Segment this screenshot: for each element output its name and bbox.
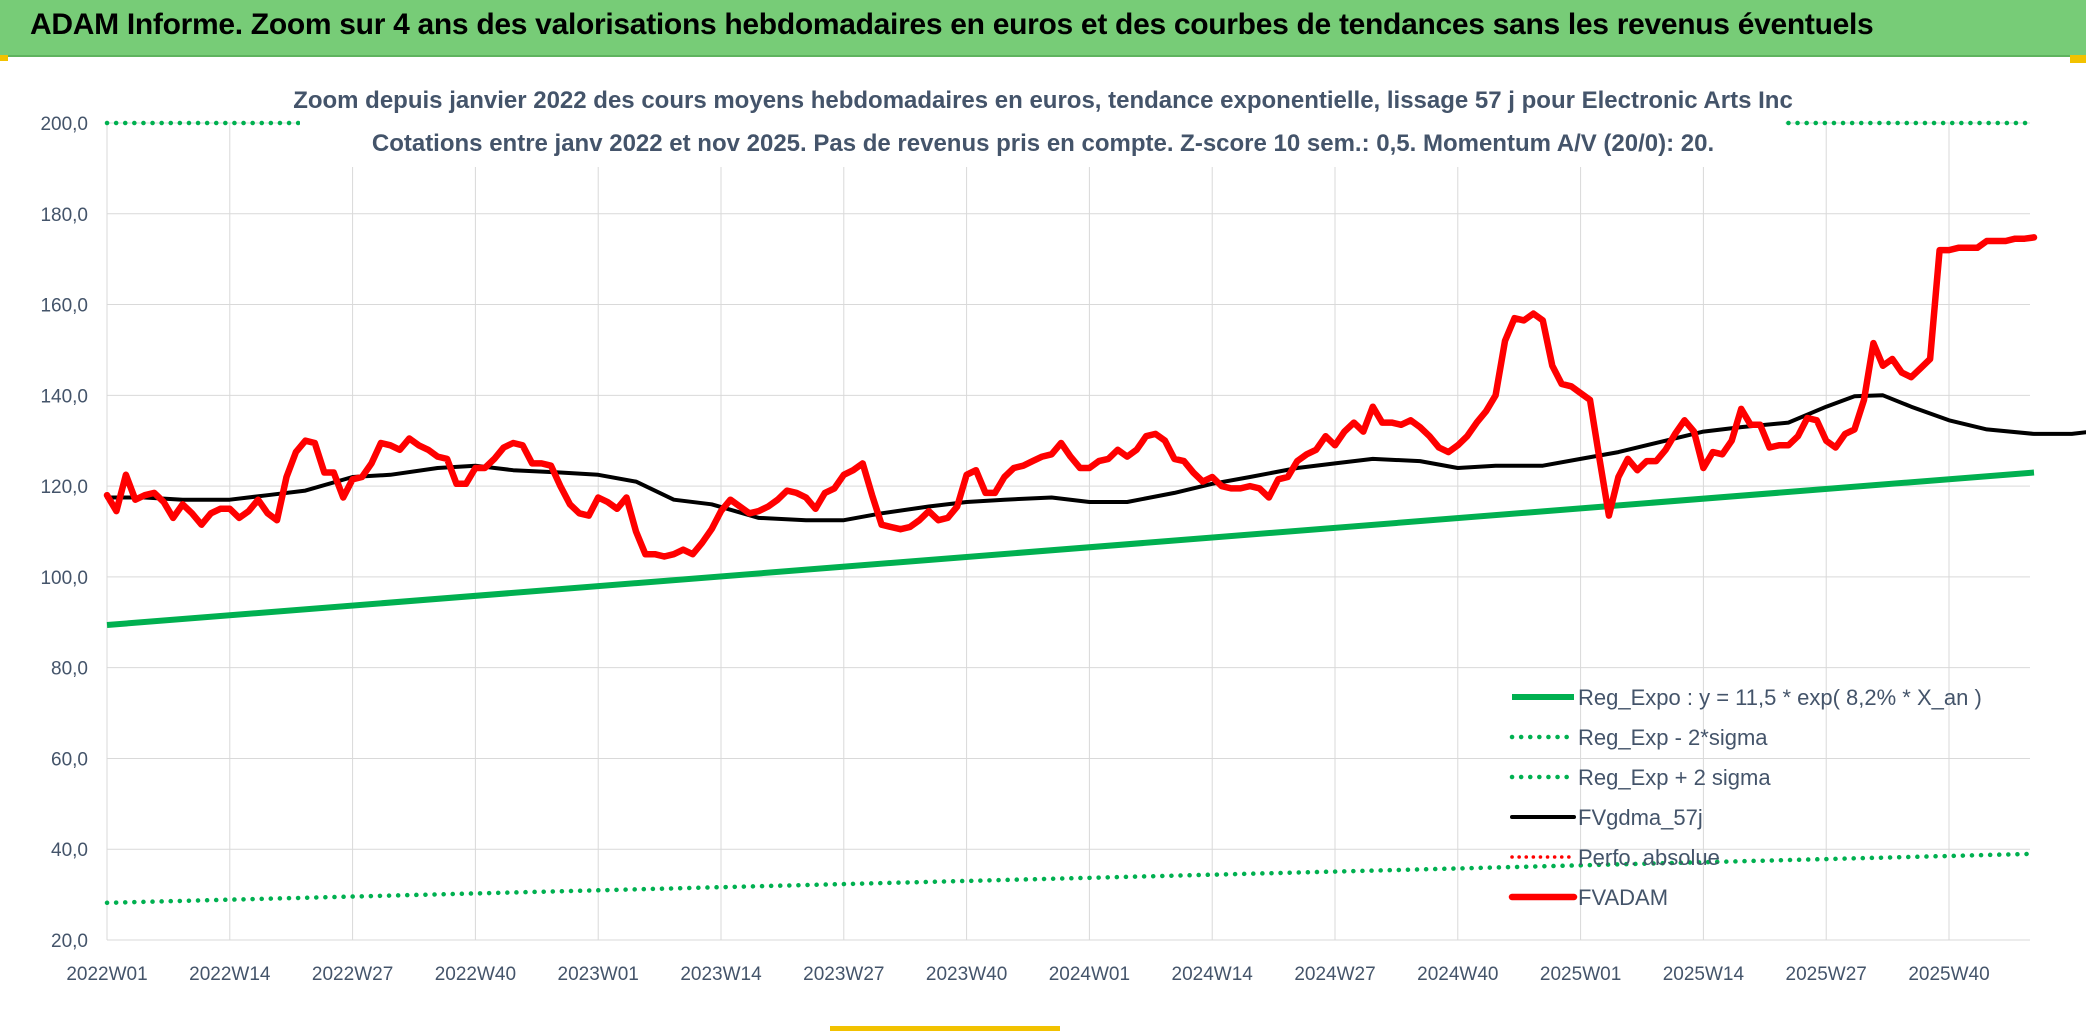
legend-label: Reg_Exp + 2 sigma xyxy=(1578,765,1771,790)
x-tick-label: 2022W14 xyxy=(189,964,271,985)
x-tick-label: 2025W27 xyxy=(1786,964,1867,985)
y-tick-label: 100,0 xyxy=(40,568,88,589)
x-tick-label: 2025W40 xyxy=(1908,964,1989,985)
bottom-decoration xyxy=(830,1026,1060,1031)
header-banner: ADAM Informe. Zoom sur 4 ans des valoris… xyxy=(0,0,2086,57)
series-reg-expo-y-11-5-exp-8-2-x-an-line xyxy=(106,469,2035,628)
y-tick-label: 80,0 xyxy=(51,659,88,680)
legend-label: Reg_Exp - 2*sigma xyxy=(1578,725,1768,750)
y-tick-label: 20,0 xyxy=(51,931,88,952)
y-tick-label: 40,0 xyxy=(51,840,88,861)
x-tick-label: 2023W14 xyxy=(680,964,762,985)
x-tick-label: 2023W40 xyxy=(926,964,1007,985)
y-tick-label: 140,0 xyxy=(40,386,88,407)
series-fvadam-line xyxy=(103,234,2038,560)
legend: Reg_Expo : y = 11,5 * exp( 8,2% * X_an )… xyxy=(1508,685,1982,910)
x-tick-label: 2024W40 xyxy=(1417,964,1498,985)
x-tick-label: 2024W27 xyxy=(1294,964,1375,985)
y-tick-label: 60,0 xyxy=(51,749,88,770)
x-tick-label: 2023W27 xyxy=(803,964,884,985)
y-tick-label: 180,0 xyxy=(40,205,88,226)
legend-label: Reg_Expo : y = 11,5 * exp( 8,2% * X_an ) xyxy=(1578,685,1982,710)
legend-label: Perfo. absolue xyxy=(1578,845,1720,870)
series-reg-exp-2-sigma-line xyxy=(104,851,2037,906)
y-tick-label: 160,0 xyxy=(40,296,88,317)
title-backdrop xyxy=(300,72,1785,167)
chart-subtitle: Cotations entre janv 2022 et nov 2025. P… xyxy=(372,130,1714,157)
grid xyxy=(106,122,2030,941)
corner-decoration-right xyxy=(2070,55,2086,63)
x-tick-label: 2025W14 xyxy=(1663,964,1745,985)
y-tick-label: 120,0 xyxy=(40,477,88,498)
legend-label: FVgdma_57j xyxy=(1578,805,1703,830)
x-tick-label: 2024W14 xyxy=(1172,964,1254,985)
x-tick-label: 2022W01 xyxy=(66,964,147,985)
axis-labels: 20,0 40,0 60,0 80,0 100,0 120,0 140,0 160,0 180,… xyxy=(40,114,1989,985)
page-title: ADAM Informe. Zoom sur 4 ans des valoris… xyxy=(30,8,1874,41)
x-tick-label: 2025W01 xyxy=(1540,964,1621,985)
y-tick-label: 200,0 xyxy=(40,114,88,135)
x-tick-label: 2023W01 xyxy=(558,964,639,985)
series-fvgdma-57j-line xyxy=(105,393,2086,523)
x-tick-label: 2024W01 xyxy=(1049,964,1130,985)
chart-area: 20,0 40,0 60,0 80,0 100,0 120,0 140,0 160,0 180,… xyxy=(0,57,2086,1031)
x-tick-label: 2022W27 xyxy=(312,964,393,985)
legend-label: FVADAM xyxy=(1578,885,1668,910)
chart-title: Zoom depuis janvier 2022 des cours moyen… xyxy=(293,87,1793,114)
chart-svg: 20,0 40,0 60,0 80,0 100,0 120,0 140,0 160,0 180,… xyxy=(40,72,2086,985)
corner-decoration-left xyxy=(0,55,8,61)
x-tick-label: 2022W40 xyxy=(435,964,516,985)
series-layer xyxy=(103,120,2086,906)
